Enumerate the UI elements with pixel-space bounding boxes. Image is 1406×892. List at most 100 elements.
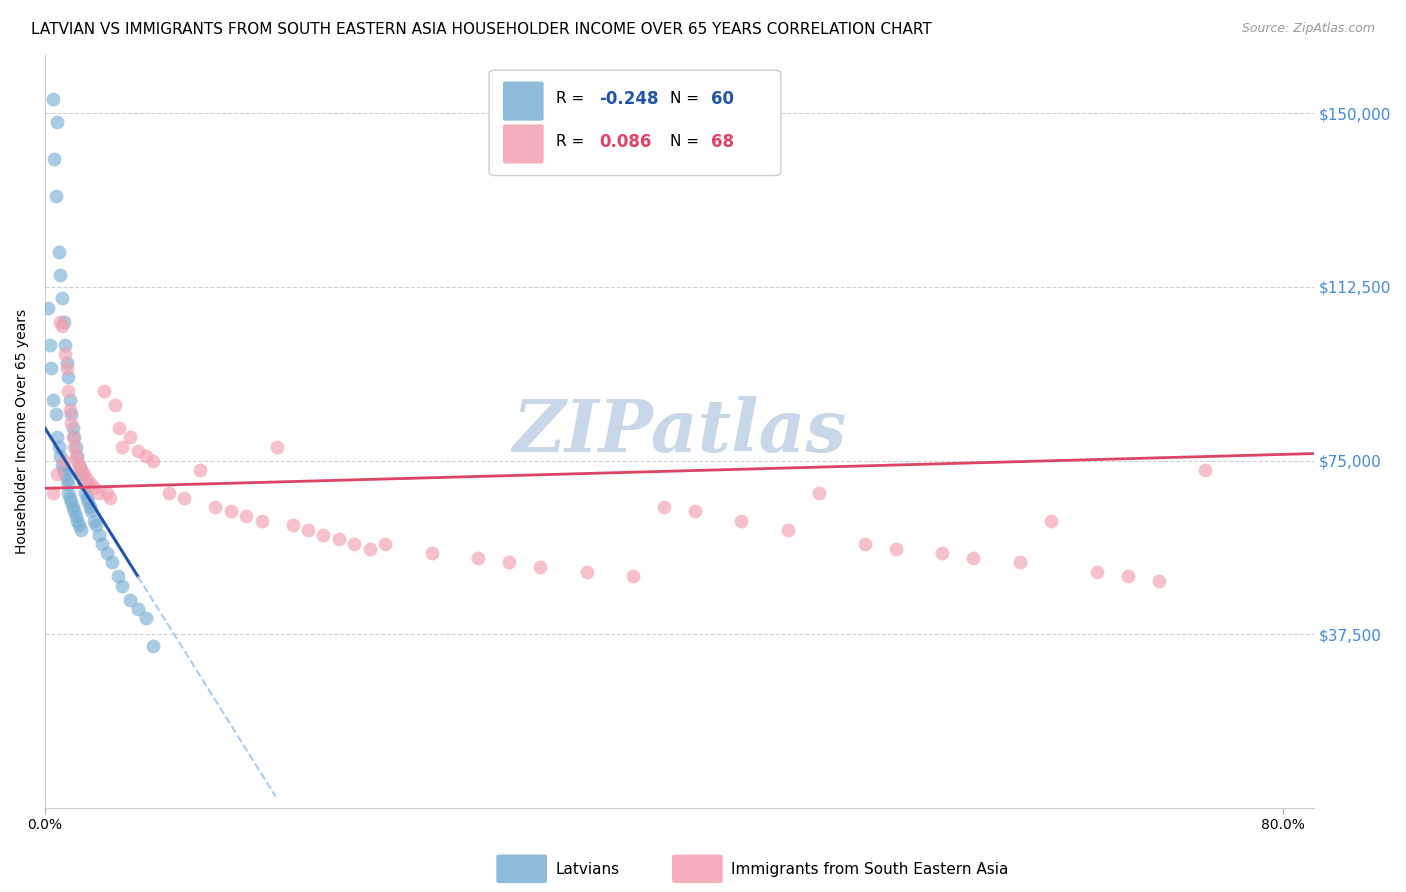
- FancyBboxPatch shape: [489, 70, 780, 176]
- Point: [621, 569, 644, 583]
- Point: [120, 592, 142, 607]
- Point: [250, 514, 273, 528]
- Point: [91, 537, 114, 551]
- Point: [683, 504, 706, 518]
- Point: [111, 440, 134, 454]
- Point: [135, 449, 157, 463]
- Point: [111, 579, 134, 593]
- Point: [120, 430, 142, 444]
- Point: [51, 458, 73, 472]
- Point: [1194, 463, 1216, 477]
- Text: Source: ZipAtlas.com: Source: ZipAtlas.com: [1241, 22, 1375, 36]
- Point: [60, 417, 83, 431]
- Point: [76, 472, 98, 486]
- Point: [56, 370, 79, 384]
- Point: [62, 500, 84, 514]
- Point: [49, 314, 72, 328]
- Point: [343, 537, 366, 551]
- Point: [46, 467, 69, 482]
- Point: [77, 476, 100, 491]
- Point: [59, 491, 82, 505]
- Point: [127, 444, 149, 458]
- Point: [730, 514, 752, 528]
- Text: R =: R =: [557, 134, 595, 149]
- Point: [1085, 565, 1108, 579]
- Point: [312, 527, 335, 541]
- Point: [56, 476, 79, 491]
- Point: [52, 314, 75, 328]
- Point: [135, 611, 157, 625]
- Point: [70, 467, 93, 482]
- Point: [374, 537, 396, 551]
- Point: [219, 504, 242, 518]
- Text: Latvians: Latvians: [555, 863, 620, 877]
- Point: [65, 440, 87, 454]
- Point: [127, 601, 149, 615]
- Point: [49, 268, 72, 283]
- Point: [69, 523, 91, 537]
- Point: [142, 639, 165, 653]
- Point: [83, 481, 105, 495]
- Point: [41, 486, 63, 500]
- Point: [328, 533, 350, 547]
- Point: [63, 440, 86, 454]
- Point: [575, 565, 598, 579]
- Point: [52, 453, 75, 467]
- Point: [63, 430, 86, 444]
- Point: [46, 115, 69, 129]
- Point: [80, 476, 103, 491]
- Point: [266, 440, 288, 454]
- Point: [53, 347, 76, 361]
- Point: [75, 486, 97, 500]
- Point: [79, 500, 101, 514]
- Point: [157, 486, 180, 500]
- Point: [104, 398, 127, 412]
- Point: [1116, 569, 1139, 583]
- Point: [108, 421, 131, 435]
- FancyBboxPatch shape: [503, 124, 544, 163]
- Point: [51, 319, 73, 334]
- Point: [1039, 514, 1062, 528]
- Point: [55, 356, 77, 370]
- Point: [96, 486, 118, 500]
- Point: [142, 453, 165, 467]
- Point: [56, 384, 79, 398]
- Point: [38, 337, 60, 351]
- Point: [66, 453, 89, 467]
- Point: [98, 491, 121, 505]
- Point: [67, 458, 90, 472]
- Point: [467, 550, 489, 565]
- Text: LATVIAN VS IMMIGRANTS FROM SOUTH EASTERN ASIA HOUSEHOLDER INCOME OVER 65 YEARS C: LATVIAN VS IMMIGRANTS FROM SOUTH EASTERN…: [31, 22, 932, 37]
- Text: N =: N =: [671, 91, 704, 106]
- Point: [53, 467, 76, 482]
- Point: [188, 463, 211, 477]
- Text: -0.248: -0.248: [599, 90, 659, 108]
- Point: [281, 518, 304, 533]
- Text: 68: 68: [711, 133, 734, 151]
- Text: 0.086: 0.086: [599, 133, 652, 151]
- Text: Immigrants from South Eastern Asia: Immigrants from South Eastern Asia: [731, 863, 1008, 877]
- Point: [76, 491, 98, 505]
- Point: [529, 560, 551, 574]
- Point: [59, 393, 82, 408]
- Text: ZIPatlas: ZIPatlas: [512, 396, 846, 467]
- Point: [45, 189, 67, 203]
- Point: [72, 476, 94, 491]
- Point: [67, 458, 90, 472]
- Y-axis label: Householder Income Over 65 years: Householder Income Over 65 years: [15, 309, 30, 554]
- Point: [420, 546, 443, 560]
- Point: [62, 430, 84, 444]
- Point: [173, 491, 195, 505]
- Point: [69, 463, 91, 477]
- Point: [41, 92, 63, 106]
- Point: [46, 430, 69, 444]
- Point: [235, 509, 257, 524]
- Point: [931, 546, 953, 560]
- Point: [60, 407, 83, 421]
- Point: [107, 569, 129, 583]
- Point: [83, 514, 105, 528]
- Point: [72, 467, 94, 482]
- Point: [84, 518, 107, 533]
- Point: [853, 537, 876, 551]
- Point: [776, 523, 799, 537]
